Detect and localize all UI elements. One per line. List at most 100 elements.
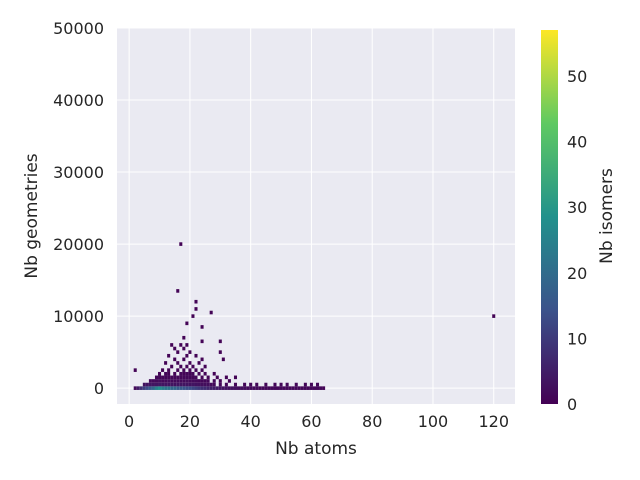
- heatmap-cell: [273, 382, 277, 387]
- heatmap-cell: [185, 382, 189, 387]
- heatmap-cell: [142, 386, 146, 390]
- heatmap-cell: [182, 379, 186, 383]
- colorbar: [541, 30, 558, 404]
- heatmap-cell: [285, 386, 289, 390]
- heatmap-cell: [224, 382, 228, 387]
- heatmap-cell: [158, 379, 162, 383]
- heatmap-cell: [185, 379, 189, 383]
- heatmap-cell: [170, 364, 174, 369]
- heatmap-cell: [179, 371, 183, 376]
- heatmap-cell: [136, 386, 140, 390]
- heatmap-cell: [173, 375, 177, 380]
- heatmap-cell: [227, 386, 231, 390]
- heatmap-cell: [164, 375, 168, 380]
- heatmap-cell: [191, 371, 195, 376]
- heatmap-cell: [200, 368, 204, 372]
- heatmap-cell: [224, 386, 228, 390]
- heatmap-cell: [319, 386, 323, 390]
- heatmap-cell: [188, 386, 192, 390]
- heatmap-cell: [182, 346, 186, 351]
- heatmap-cell: [240, 386, 244, 390]
- x-tick-label: 40: [240, 412, 260, 431]
- heatmap-cell: [194, 379, 198, 383]
- heatmap-cell: [212, 382, 216, 387]
- heatmap-cell: [188, 371, 192, 376]
- heatmap-cell: [252, 386, 256, 390]
- heatmap-cell: [182, 371, 186, 376]
- heatmap-cell: [209, 382, 213, 387]
- heatmap-cell: [215, 375, 219, 380]
- heatmap-cell: [212, 386, 216, 390]
- heatmap-cell: [200, 325, 204, 329]
- heatmap-cell: [306, 386, 310, 390]
- heatmap-cell: [176, 382, 180, 387]
- heatmap-cell: [203, 371, 207, 376]
- x-tick-labels: 0 20 40 60 80 100 120: [124, 412, 509, 431]
- heatmap-cell: [303, 386, 307, 390]
- heatmap-cell: [197, 386, 201, 390]
- heatmap-cell: [309, 386, 313, 390]
- heatmap-cell: [200, 357, 204, 362]
- heatmap-cell: [206, 379, 210, 383]
- heatmap-cell: [191, 379, 195, 383]
- heatmap-cell: [209, 386, 213, 390]
- heatmap-cell: [288, 386, 292, 390]
- heatmap-cell: [167, 379, 171, 383]
- heatmap-cell: [206, 382, 210, 387]
- heatmap-cell: [188, 375, 192, 380]
- heatmap-cell: [191, 382, 195, 387]
- heatmap-cell: [218, 379, 222, 383]
- heatmap-cell: [276, 386, 280, 390]
- heatmap-cell: [227, 379, 231, 383]
- heatmap-cell: [185, 375, 189, 380]
- heatmap-cell: [188, 368, 192, 372]
- heatmap-cell: [255, 382, 259, 387]
- heatmap-cell: [492, 314, 496, 318]
- heatmap-cell: [185, 371, 189, 376]
- heatmap-cell: [218, 386, 222, 390]
- heatmap-cell: [133, 368, 137, 372]
- heatmap-cell: [197, 382, 201, 387]
- x-axis-label: Nb atoms: [275, 439, 357, 459]
- y-tick-label: 40000: [53, 91, 104, 110]
- heatmap-cell: [218, 339, 222, 344]
- heatmap-cell: [170, 379, 174, 383]
- heatmap-cell: [233, 375, 238, 380]
- heatmap-cell: [148, 382, 152, 387]
- heatmap-cell: [176, 375, 180, 380]
- colorbar-tick-label: 0: [567, 395, 577, 414]
- heatmap-cell: [285, 382, 289, 387]
- colorbar-tick-label: 10: [567, 329, 587, 348]
- heatmap-cell: [267, 386, 271, 390]
- heatmap-cell: [224, 375, 228, 380]
- heatmap-cell: [233, 382, 238, 387]
- plot-area-background: [117, 28, 515, 404]
- heatmap-cell: [151, 386, 155, 390]
- heatmap-cell: [164, 371, 168, 376]
- heatmap-cell: [173, 382, 177, 387]
- colorbar-tick-labels: 0 10 20 30 40 50: [567, 67, 587, 414]
- heatmap-cell: [139, 386, 143, 390]
- heatmap-cell: [167, 371, 171, 376]
- heatmap-cell: [264, 382, 268, 387]
- heatmap-cell: [191, 364, 195, 369]
- heatmap-cell: [200, 386, 204, 390]
- heatmap-cell: [151, 382, 155, 387]
- heatmap-cell: [294, 386, 298, 390]
- heatmap-cell: [209, 310, 213, 315]
- heatmap-cell: [218, 350, 222, 354]
- heatmap-cell: [203, 379, 207, 383]
- x-tick-label: 20: [180, 412, 200, 431]
- heatmap-cell: [322, 386, 326, 390]
- heatmap-cell: [200, 375, 204, 380]
- heatmap-cell: [173, 379, 177, 383]
- heatmap-cell: [154, 386, 159, 390]
- heatmap-cell: [179, 242, 183, 246]
- heatmap-cell: [188, 379, 192, 383]
- y-tick-label: 20000: [53, 235, 104, 254]
- heatmap-cell: [291, 386, 295, 390]
- heatmap-cell: [279, 382, 283, 387]
- heatmap-cell: [297, 386, 301, 390]
- heatmap-cell: [154, 375, 159, 380]
